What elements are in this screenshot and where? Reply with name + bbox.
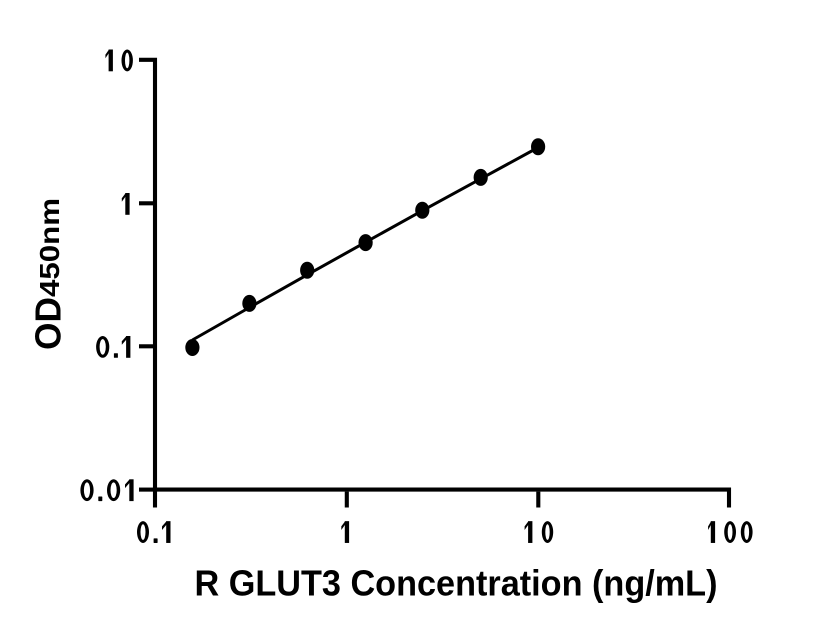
svg-text:450nm: 450nm xyxy=(34,198,65,297)
svg-text:OD: OD xyxy=(28,297,69,350)
svg-text:R GLUT3 Concentration (ng/mL): R GLUT3 Concentration (ng/mL) xyxy=(195,563,718,604)
